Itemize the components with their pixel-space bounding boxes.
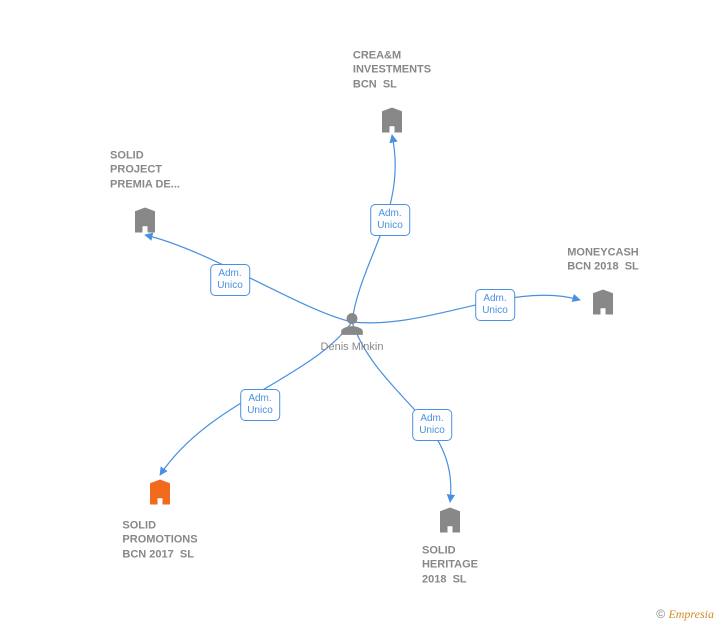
- building-icon: [435, 505, 465, 535]
- building-icon: [130, 205, 160, 235]
- edge-label: Adm. Unico: [240, 389, 280, 421]
- company-icon-wrap[interactable]: [435, 501, 465, 535]
- edge-label: Adm. Unico: [370, 204, 410, 236]
- building-icon: [377, 105, 407, 135]
- company-label: MONEYCASH BCN 2018 SL: [567, 246, 639, 275]
- company-label: SOLID PROMOTIONS BCN 2017 SL: [122, 519, 197, 562]
- company-icon-wrap[interactable]: [130, 201, 160, 235]
- relationship-edge: [352, 295, 580, 323]
- company-label: CREA&M INVESTMENTS BCN SL: [353, 49, 431, 92]
- company-label: SOLID PROJECT PREMIA DE...: [110, 149, 180, 192]
- edge-label: Adm. Unico: [412, 409, 452, 441]
- company-label: SOLID HERITAGE 2018 SL: [422, 544, 478, 587]
- copyright-symbol: ©: [656, 607, 665, 621]
- company-icon-wrap[interactable]: [588, 283, 618, 317]
- building-icon: [588, 287, 618, 317]
- person-label: Denis Minkin: [321, 340, 384, 354]
- company-icon-wrap[interactable]: [377, 101, 407, 135]
- edge-label: Adm. Unico: [475, 289, 515, 321]
- watermark-brand: Empresia: [668, 607, 714, 621]
- watermark: © Empresia: [656, 607, 714, 622]
- building-icon: [145, 477, 175, 507]
- edge-label: Adm. Unico: [210, 264, 250, 296]
- company-icon-wrap[interactable]: [145, 473, 175, 507]
- person-node[interactable]: [339, 307, 365, 337]
- person-icon: [339, 311, 365, 337]
